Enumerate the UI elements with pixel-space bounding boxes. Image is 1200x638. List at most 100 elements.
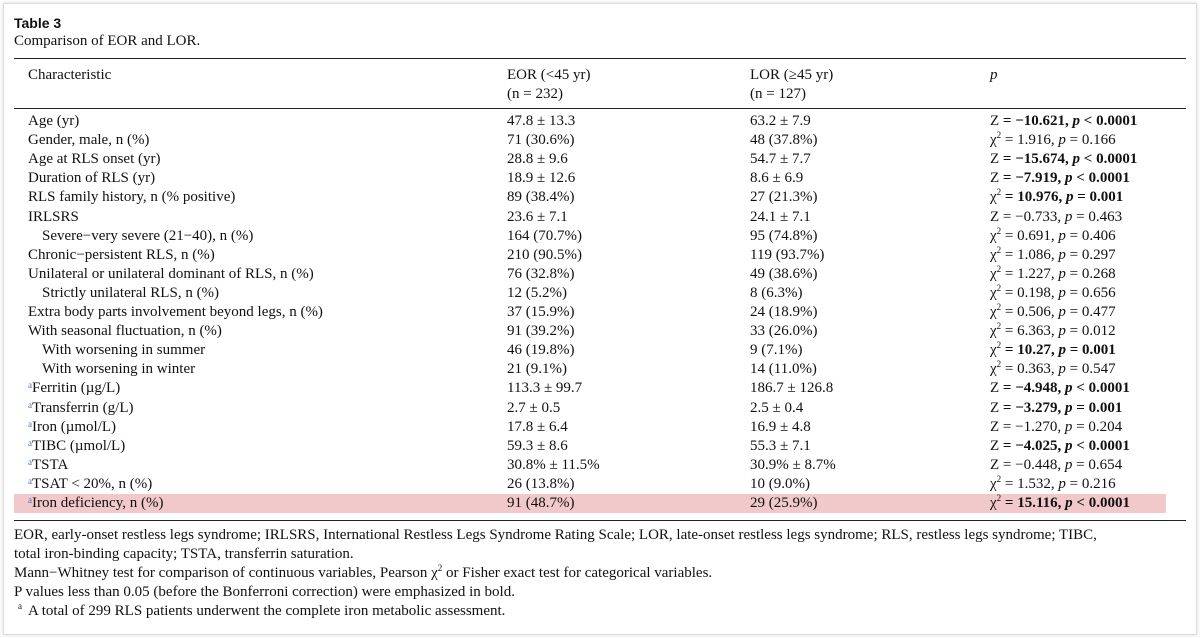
stat-result: = 6.363, p = 0.012 [1001,323,1116,340]
characteristic-label: Duration of RLS (yr) [28,170,156,187]
table-row: IRLSRS 23.6 ± 7.1 24.1 ± 7.1 Z = −0.733, p … [14,208,1186,227]
p-symbol: p [1058,265,1066,282]
cell-eor: 113.3 ± 99.7 [507,380,583,397]
cell-lor: 54.7 ± 7.7 [750,151,811,168]
table-row: RLS family history, n (% positive) 89 (38… [14,188,1186,207]
stat-chi-square: χ2 [990,359,1002,378]
characteristic-label: Transferrin (g/L) [32,399,134,416]
characteristic-label: With seasonal fluctuation, n (%) [28,323,222,340]
stat-result: = 0.198, p = 0.656 [1001,284,1116,301]
characteristic-label: Strictly unilateral RLS, n (%) [42,284,220,301]
p-symbol: p [1058,227,1066,244]
table-row: Strictly unilateral RLS, n (%) 12 (5.2%) 8… [14,283,1186,303]
p-symbol: p [1058,304,1066,320]
cell-p-value: χ2 = 6.363, p = 0.012 [990,322,1116,341]
p-symbol: p [1058,361,1066,378]
stat-result: = −7.919, p < 0.0001 [999,170,1130,187]
top-rule [14,58,1186,59]
characteristic-label: Iron deficiency, n (%) [32,495,164,511]
cell-characteristic: aTIBC (µmol/L) [28,437,125,456]
cell-eor: 47.8 ± 13.3 [507,113,576,129]
stat-result: = 10.27, p = 0.001 [1001,342,1116,359]
cell-eor: 91 (39.2%) [507,323,575,340]
stat-chi-square: χ2 [990,130,1002,149]
p-symbol: p [1065,380,1073,397]
stat-result: = 1.916, p = 0.166 [1001,132,1116,149]
p-symbol: p [1058,132,1066,149]
stat-label: Z [990,380,1000,397]
table-row: Unilateral or unilateral dominant of RLS… [14,264,1186,284]
p-symbol: p [1065,189,1074,206]
cell-eor: 30.8% ± 11.5% [507,456,600,473]
stat-value: 0.691 [1017,227,1051,244]
table-row: Age (yr) 47.8 ± 13.3 63.2 ± 7.9 Z = −10.621… [14,112,1186,131]
cell-characteristic: aTSTA [28,456,68,475]
cell-eor: 71 (30.6%) [507,132,575,149]
stat-value: −3.279 [1015,399,1058,416]
cell-characteristic: Chronic−persistent RLS, n (%) [28,246,215,265]
cell-lor: 48 (37.8%) [750,132,818,149]
cell-characteristic: Duration of RLS (yr) [28,169,155,188]
stat-result: = −1.270, p = 0.204 [999,418,1123,435]
cell-p-value: Z = −15.674, p < 0.0001 [990,150,1137,169]
cell-p-value: χ2 = 0.198, p = 0.656 [990,283,1116,303]
cell-eor: 46 (19.8%) [507,342,575,359]
table-row: aIron deficiency, n (%) 91 (48.7%) 29 (25.… [14,494,1186,513]
p-symbol: p [1058,284,1066,301]
p-value: 0.0001 [1096,113,1138,129]
stat-value: 15.116 [1017,495,1058,511]
stat-result: = 1.086, p = 0.297 [1001,246,1116,263]
header-eor-n: (n = 232) [507,86,563,102]
cell-eor: 91 (48.7%) [507,495,575,511]
stat-value: 10.976 [1017,189,1059,206]
cell-lor: 10 (9.0%) [750,475,810,492]
p-symbol: p [1058,246,1066,263]
p-value: 0.0001 [1096,151,1138,168]
p-value: 0.166 [1081,132,1116,149]
cell-eor: 17.8 ± 6.4 [507,418,568,435]
cell-lor: 27 (21.3%) [750,189,818,206]
cell-eor: 21 (9.1%) [507,361,567,378]
table-row: aTSTA 30.8% ± 11.5% 30.9% ± 8.7% Z = −0.448… [14,456,1186,475]
header-eor-label: EOR (<45 yr) [507,67,591,83]
p-operator: < [1083,113,1093,129]
stat-chi-square: χ2 [990,302,1002,321]
cell-characteristic: Extra body parts involvement beyond legs… [28,303,323,322]
cell-p-value: χ2 = 0.506, p = 0.477 [990,303,1116,322]
cell-eor: 37 (15.9%) [507,304,575,320]
cell-characteristic: Age (yr) [28,112,79,131]
stat-result: = 0.363, p = 0.547 [1001,361,1116,378]
p-value: 0.001 [1089,189,1124,206]
p-symbol: p [1065,437,1073,454]
stat-value: 0.363 [1017,361,1051,378]
characteristic-label: RLS family history, n (% positive) [28,189,236,206]
footnote-line: total iron-binding capacity; TSTA, trans… [14,546,354,562]
characteristic-label: With worsening in winter [42,361,196,378]
cell-p-value: χ2 = 1.532, p = 0.216 [990,474,1116,494]
stat-label: Z [990,113,1000,129]
cell-p-value: χ2 = 1.916, p = 0.166 [990,131,1116,150]
p-value: 0.001 [1082,342,1116,359]
stat-result: = 1.532, p = 0.216 [1001,475,1116,492]
stat-label: Z [990,399,1000,416]
cell-lor: 9 (7.1%) [750,342,803,359]
characteristic-label: Severe−very severe (21−40), n (%) [42,227,254,244]
stat-result: = 0.691, p = 0.406 [1001,227,1116,244]
stat-result: = −4.948, p < 0.0001 [999,380,1130,397]
p-value: 0.0001 [1088,495,1130,511]
cell-characteristic: With seasonal fluctuation, n (%) [28,322,222,341]
stat-result: = −0.448, p = 0.654 [999,456,1123,473]
p-operator: = [1076,456,1085,473]
cell-characteristic: Unilateral or unilateral dominant of RLS… [28,265,314,284]
stat-value: 1.532 [1017,475,1051,492]
p-value: 0.216 [1081,475,1116,492]
stat-result: = −10.621, p < 0.0001 [999,113,1138,129]
p-operator: = [1076,418,1085,435]
bottom-rule [14,520,1186,521]
cell-eor: 12 (5.2%) [507,284,567,301]
cell-p-value: Z = −4.948, p < 0.0001 [990,379,1130,398]
characteristic-label: Iron (µmol/L) [32,418,117,435]
header-lor: LOR (≥45 yr) (n = 127) [750,66,833,104]
footnote-marker: a [28,380,32,391]
table-subtitle: Comparison of EOR and LOR. [14,33,201,49]
